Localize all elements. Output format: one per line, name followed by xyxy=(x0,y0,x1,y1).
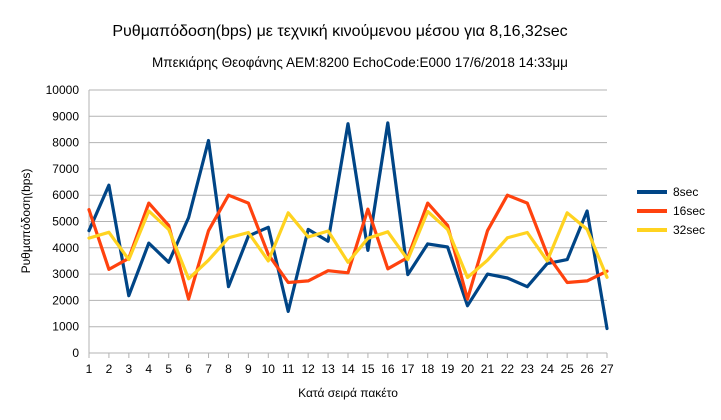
series-lines xyxy=(87,121,609,331)
x-tick-label: 15 xyxy=(361,362,375,376)
x-tick-label: 24 xyxy=(541,362,555,376)
chart-title: Ρυθμαπόδοση(bps) με τεχνική κινούμενου μ… xyxy=(112,23,567,40)
series-line-32sec xyxy=(87,209,609,281)
x-tick-label: 13 xyxy=(321,362,335,376)
x-tick-label: 17 xyxy=(401,362,415,376)
x-tick-label: 27 xyxy=(600,362,614,376)
x-tick-label: 25 xyxy=(560,362,574,376)
x-tick-label: 14 xyxy=(341,362,355,376)
x-tick-label: 5 xyxy=(165,362,172,376)
x-axis-label: Κατά σειρά πακέτο xyxy=(298,386,398,400)
x-tick-label: 2 xyxy=(106,362,113,376)
y-tick-label: 0 xyxy=(72,346,79,360)
x-tick-label: 21 xyxy=(481,362,495,376)
x-tick-label: 22 xyxy=(501,362,515,376)
x-tick-label: 8 xyxy=(225,362,232,376)
x-tick-label: 3 xyxy=(126,362,133,376)
axes xyxy=(88,90,608,358)
x-tick-label: 20 xyxy=(461,362,475,376)
x-tick-label: 16 xyxy=(381,362,395,376)
x-tick-label: 9 xyxy=(245,362,252,376)
x-tick-label: 6 xyxy=(185,362,192,376)
x-tick-label: 19 xyxy=(441,362,455,376)
x-tick-label: 4 xyxy=(145,362,152,376)
y-tick-label: 1000 xyxy=(52,320,79,334)
x-tick-label: 23 xyxy=(521,362,535,376)
y-tick-label: 8000 xyxy=(52,136,79,150)
y-tick-labels: 0 1000 2000 3000 4000 5000 6000 7000 8000 9000 100… xyxy=(46,83,80,360)
y-axis-label: Ρυθμαπόδοση(bps) xyxy=(19,169,33,274)
y-tick-label: 7000 xyxy=(52,162,79,176)
legend-label-8sec: 8sec xyxy=(673,185,698,199)
y-tick-label: 3000 xyxy=(52,267,79,281)
y-tick-label: 2000 xyxy=(52,293,79,307)
x-tick-label: 7 xyxy=(205,362,212,376)
y-tick-label: 6000 xyxy=(52,188,79,202)
legend: 8sec 16sec 32sec xyxy=(637,185,705,237)
chart-subtitle: Μπεκιάρης Θεοφάνης ΑΕΜ:8200 EchoCode:E00… xyxy=(152,55,568,70)
y-tick-label: 9000 xyxy=(52,109,79,123)
legend-label-32sec: 32sec xyxy=(673,223,705,237)
legend-label-16sec: 16sec xyxy=(673,204,705,218)
x-tick-label: 12 xyxy=(301,362,315,376)
x-tick-label: 10 xyxy=(262,362,276,376)
y-tick-label: 10000 xyxy=(46,83,80,97)
y-tick-label: 5000 xyxy=(52,215,79,229)
gridlines xyxy=(89,89,607,354)
x-tick-label: 1 xyxy=(86,362,93,376)
x-tick-label: 26 xyxy=(580,362,594,376)
y-tick-label: 4000 xyxy=(52,241,79,255)
x-tick-label: 18 xyxy=(421,362,435,376)
x-tick-label: 11 xyxy=(282,362,295,376)
x-tick-labels: 1 2 3 4 5 6 7 8 9 10 11 12 13 14 15 16 17 18 19 20 21 22 23 24 2… xyxy=(86,362,614,376)
